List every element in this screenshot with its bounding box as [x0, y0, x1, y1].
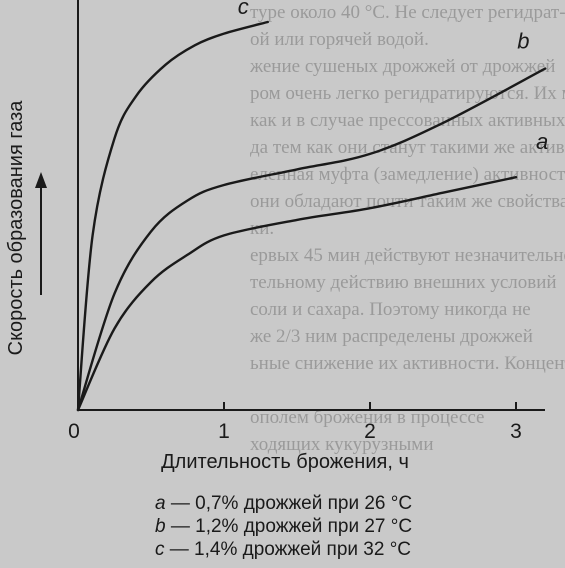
x-tick-label: 2: [364, 420, 376, 443]
background-text-line: жение сушеных дрожжей от дрожжей: [249, 56, 555, 77]
legend-text: — 1,2% дрожжей при 27 °С: [166, 516, 413, 537]
legend-letter: a: [155, 493, 166, 514]
background-text-line: ки.: [250, 218, 274, 239]
background-text-line: как и в случае прессованных активных: [250, 110, 565, 131]
background-text-line: ой или горячей водой.: [250, 29, 429, 50]
legend-entry-b: b — 1,2% дрожжей при 27 °С: [155, 516, 412, 537]
legend-entry-c: c — 1,4% дрожжей при 32 °С: [155, 539, 411, 560]
background-text-line: да тем как они станут такими же активным…: [250, 137, 565, 158]
legend-entry-a: a — 0,7% дрожжей при 26 °С: [155, 493, 412, 514]
y-axis-arrow-head: [35, 172, 47, 188]
series-line-b: [76, 67, 547, 412]
background-text-line: ходящих кукурузными: [250, 434, 434, 455]
legend-text: — 0,7% дрожжей при 26 °С: [166, 493, 413, 514]
y-axis-label: Скорость образования газа: [5, 100, 27, 356]
background-text-line: ополем брожения в процессе: [250, 407, 484, 428]
background-text-line: тельному действию внешних условий: [250, 272, 557, 293]
series-line-c: [76, 20, 269, 412]
axes: [35, 0, 545, 411]
x-tick-label: 3: [510, 420, 522, 443]
series-line-a: [76, 176, 518, 412]
background-text-line: ром очень легко регидратируются. Их можн…: [250, 83, 565, 104]
background-text-line: туре около 40 °С. Не следует регидрат-: [250, 2, 565, 23]
series-label-b: b: [517, 29, 529, 54]
legend-letter: b: [155, 516, 166, 537]
legend-text: — 1,4% дрожжей при 32 °С: [165, 539, 412, 560]
background-text-line: ервых 45 мин действуют незначительно: [250, 245, 565, 266]
x-tick-label: 0: [68, 420, 80, 443]
x-tick-label: 1: [218, 420, 230, 443]
series-label-c: c: [238, 0, 249, 19]
background-text-line: соли и сахара. Поэтому никогда не: [250, 299, 531, 320]
background-text-line: же 2/3 ним распределены дрожжей: [249, 326, 533, 347]
x-axis-label: Длительность брожения, ч: [161, 451, 409, 473]
legend-letter: c: [155, 539, 165, 560]
background-text-line: еленная муфта (замедление) активности: [250, 164, 565, 185]
series-label-a: a: [536, 129, 548, 154]
background-text-line: ьные снижение их активности. Концентра-: [250, 353, 565, 374]
